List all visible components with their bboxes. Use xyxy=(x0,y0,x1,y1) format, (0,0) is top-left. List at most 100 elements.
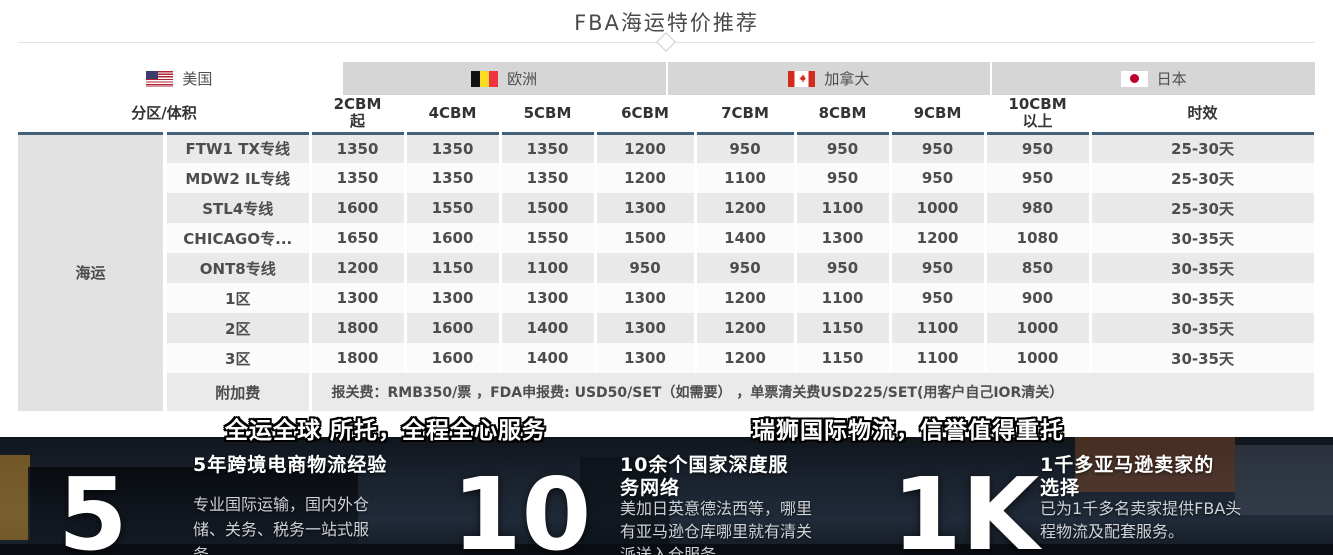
footer-photo-fragment xyxy=(1075,437,1235,492)
tab-label: 加拿大 xyxy=(824,70,870,88)
leadtime-cell: 30-35天 xyxy=(1088,313,1317,343)
us-flag-icon xyxy=(146,70,174,87)
rate-cell: 950 xyxy=(983,163,1092,193)
column-header: 6CBM xyxy=(595,95,696,133)
footer-photo-fragment xyxy=(0,455,30,540)
rate-cell: 950 xyxy=(888,133,987,163)
zone-label: 1区 xyxy=(163,283,312,313)
rate-cell: 950 xyxy=(888,283,987,313)
rate-cell: 980 xyxy=(983,193,1092,223)
tab-japan[interactable]: 日本 xyxy=(992,62,1315,95)
rates-table: 分区/体积 2CBM起 4CBM 5CBM 6CBM 7CBM 8CBM 9CB… xyxy=(18,95,1317,411)
column-header: 5CBM xyxy=(500,95,596,133)
rate-cell: 1150 xyxy=(793,343,892,373)
rate-cell: 1150 xyxy=(403,253,502,283)
title-divider xyxy=(18,32,1315,52)
rate-cell: 1400 xyxy=(693,223,797,253)
rate-cell: 1350 xyxy=(403,163,502,193)
rate-cell: 1650 xyxy=(308,223,407,253)
rate-cell: 1550 xyxy=(498,223,597,253)
footer-photo-fragment xyxy=(1235,445,1333,515)
rate-row: STL4专线 1600 1550 1500 1300 1200 1100 1000 980 25-… xyxy=(18,193,1317,223)
rate-cell: 950 xyxy=(793,133,892,163)
rate-row: CHICAGO专... 1650 1600 1550 1500 1400 1300 1200 1… xyxy=(18,223,1317,253)
rate-cell: 950 xyxy=(888,253,987,283)
belgium-flag-icon xyxy=(471,70,499,87)
rate-cell: 1300 xyxy=(308,283,407,313)
rate-cell: 1300 xyxy=(793,223,892,253)
slogan-left: 全运全球 所托，全程全心服务 xyxy=(225,418,547,444)
table-header-row: 分区/体积 2CBM起 4CBM 5CBM 6CBM 7CBM 8CBM 9CB… xyxy=(18,95,1316,133)
rate-cell: 1100 xyxy=(793,283,892,313)
footer-photo-fragment xyxy=(28,467,358,555)
column-header: 4CBM xyxy=(405,95,501,133)
leadtime-cell: 30-35天 xyxy=(1088,283,1317,313)
stat-body-countries: 美加日英意德法西等，哪里有亚马逊仓库哪里就有清关派送入仓服务。 xyxy=(620,499,813,555)
stat-body-years: 专业国际运输，国内外仓储、关务、税务一站式服务。 xyxy=(193,495,370,555)
stat-number-sellers: 1K xyxy=(892,456,1040,555)
rate-cell: 1300 xyxy=(593,193,697,223)
column-header: 7CBM xyxy=(695,95,796,133)
rate-cell: 1200 xyxy=(693,283,797,313)
rate-cell: 1500 xyxy=(593,223,697,253)
tab-usa[interactable]: 美国 xyxy=(18,62,341,95)
stat-heading-countries: 10余个国家深度服务网络 xyxy=(620,454,789,499)
leadtime-cell: 30-35天 xyxy=(1088,343,1317,373)
rate-row: MDW2 IL专线 1350 1350 1350 1200 1100 950 950 950 25… xyxy=(18,163,1317,193)
rate-cell: 900 xyxy=(983,283,1092,313)
rate-cell: 950 xyxy=(793,163,892,193)
leadtime-cell: 25-30天 xyxy=(1088,193,1317,223)
surcharge-row: 附加费 报关费：RMB350/票 ，FDA申报费: USD50/SET（如需要） … xyxy=(18,373,1317,411)
rate-cell: 1800 xyxy=(308,313,407,343)
zone-label: CHICAGO专... xyxy=(163,223,312,253)
tab-europe[interactable]: 欧洲 xyxy=(342,62,666,95)
page-title: FBA海运特价推荐 xyxy=(574,11,759,35)
row-group-label: 海运 xyxy=(18,133,167,411)
rate-cell: 1300 xyxy=(593,313,697,343)
rate-cell: 950 xyxy=(693,133,797,163)
rate-cell: 1350 xyxy=(308,163,407,193)
rate-cell: 1300 xyxy=(403,283,502,313)
rate-row: 2区 1800 1600 1400 1300 1200 1150 1100 1000 30-35天 xyxy=(18,313,1317,343)
rate-row: ONT8专线 1200 1150 1100 950 950 950 950 850 30-35天 xyxy=(18,253,1317,283)
rate-cell: 1600 xyxy=(403,343,502,373)
rate-cell: 1000 xyxy=(888,193,987,223)
rate-cell: 1000 xyxy=(983,313,1092,343)
rate-cell: 1100 xyxy=(498,253,597,283)
column-header: 10CBM以上 xyxy=(985,95,1091,133)
rate-cell: 950 xyxy=(983,133,1092,163)
rate-cell: 1550 xyxy=(403,193,502,223)
canada-flag-icon xyxy=(788,70,816,87)
rate-cell: 1400 xyxy=(498,343,597,373)
zone-label: FTW1 TX专线 xyxy=(163,133,312,163)
rate-cell: 1300 xyxy=(593,283,697,313)
rate-cell: 1350 xyxy=(308,133,407,163)
rate-cell: 1500 xyxy=(498,193,597,223)
rate-cell: 1600 xyxy=(308,193,407,223)
japan-flag-icon xyxy=(1120,70,1148,87)
rate-cell: 1100 xyxy=(693,163,797,193)
tab-label: 美国 xyxy=(182,70,213,88)
footer-bottom-band xyxy=(0,544,1333,555)
tab-label: 日本 xyxy=(1156,70,1187,88)
rate-cell: 1200 xyxy=(693,343,797,373)
rate-cell: 1300 xyxy=(498,283,597,313)
rate-cell: 1200 xyxy=(593,133,697,163)
rate-cell: 1150 xyxy=(793,313,892,343)
zone-label: 2区 xyxy=(163,313,312,343)
rate-row: 海运 FTW1 TX专线 1350 1350 1350 1200 950 950 950 950 2… xyxy=(18,133,1317,411)
stat-heading-sellers: 1千多亚马逊卖家的选择 xyxy=(1040,454,1215,499)
rate-cell: 1350 xyxy=(498,163,597,193)
rate-cell: 950 xyxy=(593,253,697,283)
tab-canada[interactable]: 加拿大 xyxy=(667,62,991,95)
rate-cell: 1200 xyxy=(593,163,697,193)
leadtime-cell: 30-35天 xyxy=(1088,223,1317,253)
rate-cell: 1400 xyxy=(498,313,597,343)
rate-cell: 950 xyxy=(888,163,987,193)
stat-heading-years: 5年跨境电商物流经验 xyxy=(193,454,388,476)
rate-cell: 850 xyxy=(983,253,1092,283)
rate-cell: 1080 xyxy=(983,223,1092,253)
zone-label: 3区 xyxy=(163,343,312,373)
rate-cell: 1600 xyxy=(403,313,502,343)
rate-cell: 1600 xyxy=(403,223,502,253)
